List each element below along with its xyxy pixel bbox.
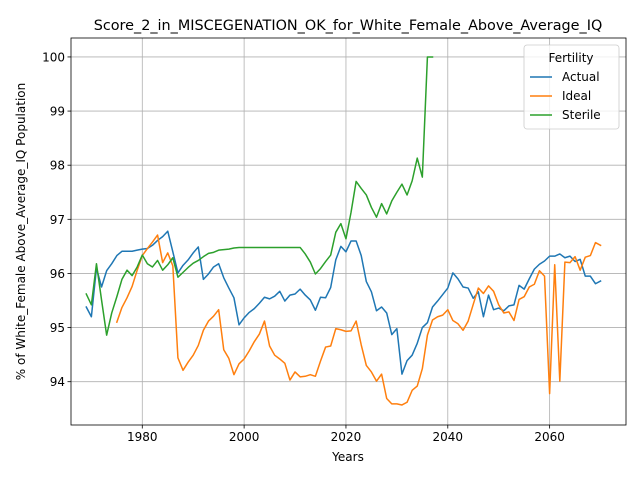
x-tick-label: 2040 [433, 430, 464, 444]
x-axis-label: Years [331, 450, 364, 464]
series-line-ideal [115, 234, 602, 406]
y-tick-label: 94 [50, 375, 65, 389]
plot-area-frame [70, 37, 627, 426]
y-tick-label: 97 [50, 213, 65, 227]
chart-title: Score_2_in_MISCEGENATION_OK_for_White_Fe… [94, 18, 603, 34]
x-tick-label: 2000 [229, 430, 260, 444]
legend-box [523, 44, 620, 130]
x-tick-label: 2060 [534, 430, 565, 444]
y-tick-label: 98 [50, 159, 65, 173]
x-tick-label: 2020 [331, 430, 362, 444]
y-axis-label: % of White_Female Above_Average_IQ Popul… [14, 83, 28, 380]
series-line-sterile [85, 56, 434, 336]
plot-lines [85, 56, 602, 406]
x-tick-label: 1980 [127, 430, 158, 444]
x-gridlines [141, 38, 551, 425]
y-tick-label: 99 [50, 105, 65, 119]
legend-title: Fertility [548, 51, 593, 65]
y-axis-ticks: 94 95 96 97 98 99 100 [42, 50, 71, 389]
series-line-actual [85, 230, 602, 375]
legend: Fertility Actual Ideal Sterile [523, 44, 620, 130]
legend-label-sterile: Sterile [562, 108, 601, 122]
legend-label-actual: Actual [562, 70, 600, 84]
y-tick-label: 100 [42, 50, 65, 64]
x-axis-ticks: 1980 2000 2020 2040 2060 [127, 425, 565, 444]
legend-label-ideal: Ideal [562, 89, 591, 103]
y-tick-label: 96 [50, 267, 65, 281]
y-tick-label: 95 [50, 321, 65, 335]
